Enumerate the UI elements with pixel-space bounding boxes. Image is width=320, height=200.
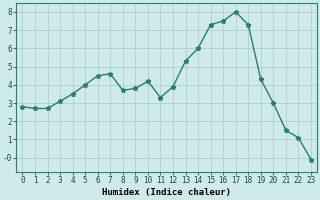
X-axis label: Humidex (Indice chaleur): Humidex (Indice chaleur) [102, 188, 231, 197]
